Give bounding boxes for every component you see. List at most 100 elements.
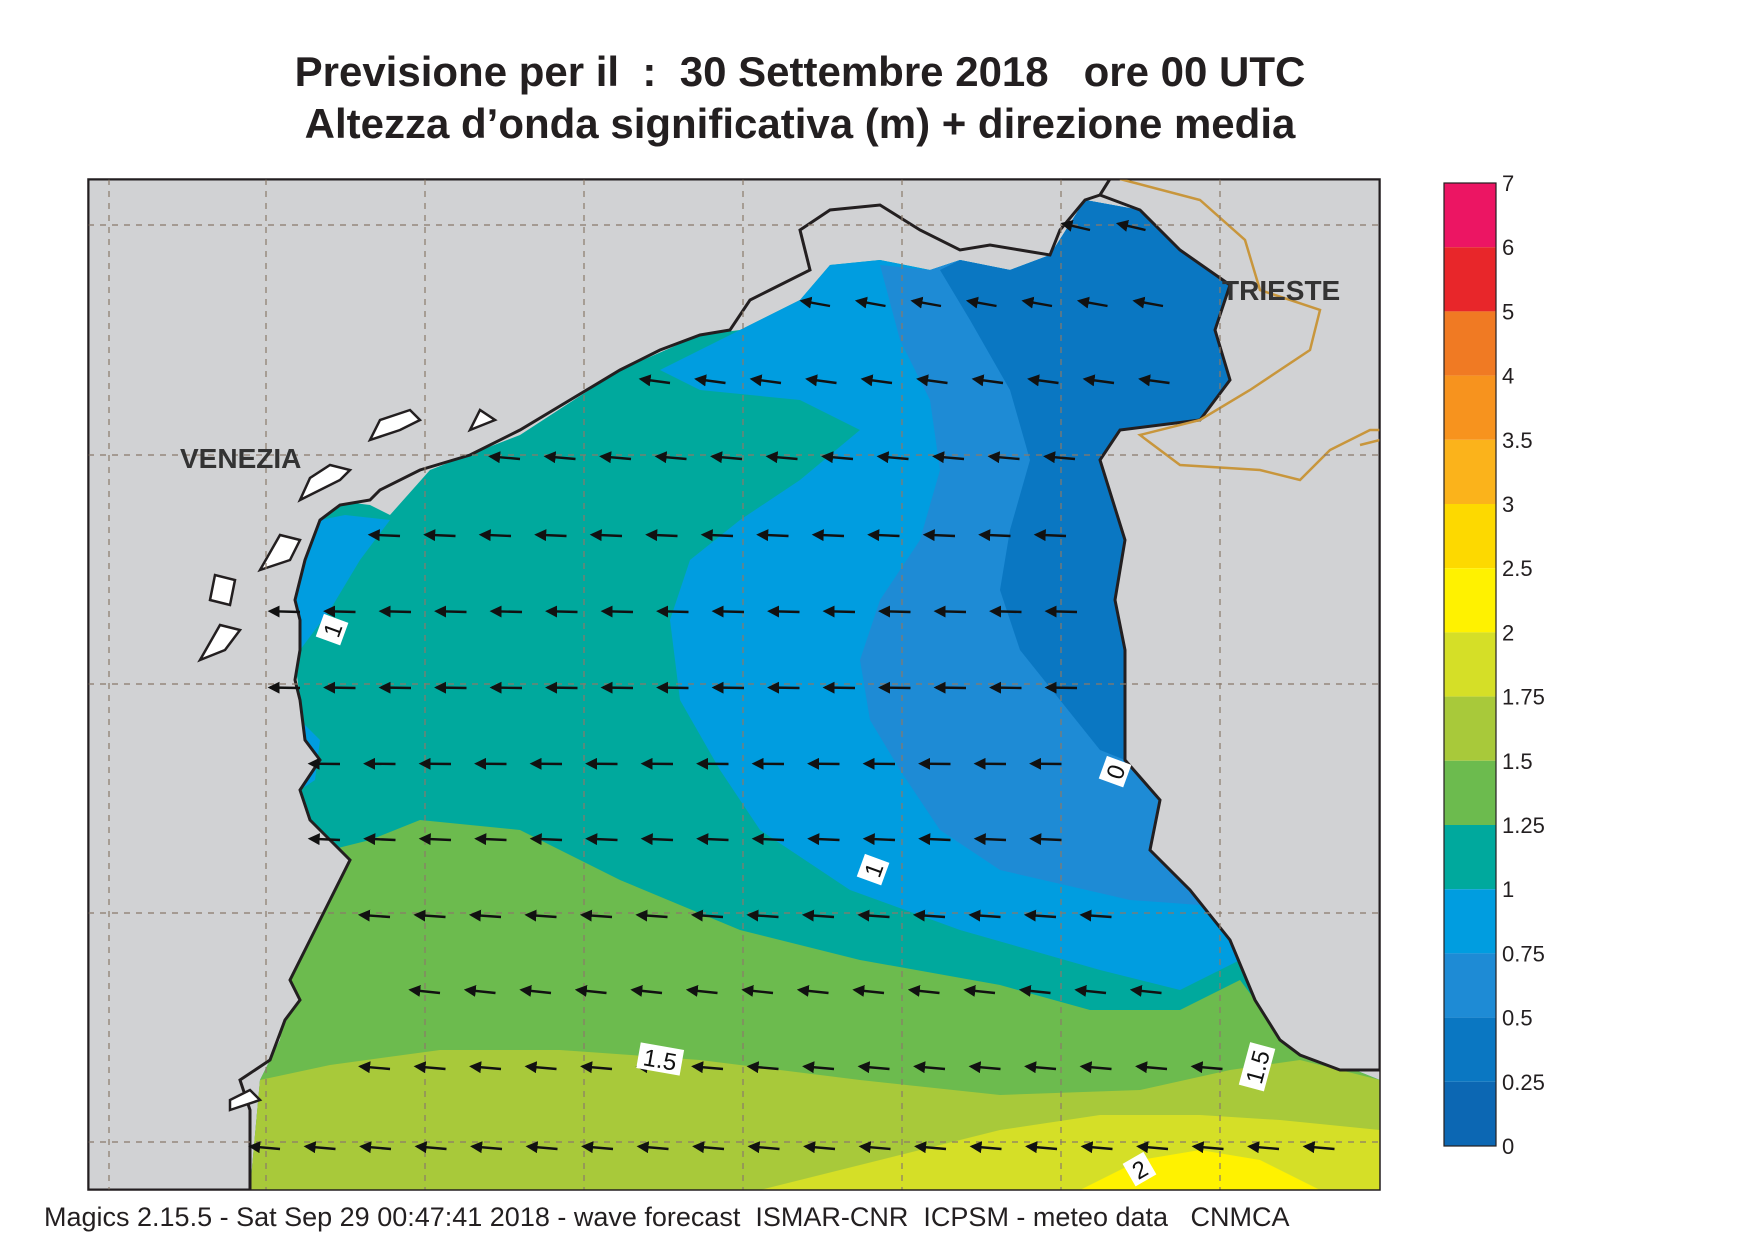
wave-direction-arrow — [545, 605, 578, 618]
wave-direction-arrow — [690, 909, 724, 922]
wave-direction-arrow — [654, 451, 687, 464]
wave-direction-arrow — [469, 1061, 502, 1074]
wave-direction-arrow — [267, 605, 301, 618]
wave-direction-arrow — [987, 451, 1020, 464]
wave-direction-arrow — [749, 374, 782, 387]
wave-direction-arrow — [1021, 296, 1053, 309]
wave-direction-arrow — [989, 681, 1022, 694]
wave-direction-arrow — [857, 909, 890, 922]
wave-direction-arrow — [413, 909, 446, 922]
wave-direction-arrows — [248, 220, 1335, 1154]
footer-credits: Magics 2.15.5 - Sat Sep 29 00:47:41 2018… — [44, 1202, 1290, 1232]
wave-direction-arrow — [1079, 909, 1112, 922]
colorbar-tick-label: 3 — [1502, 492, 1514, 517]
wave-direction-arrow — [1138, 374, 1170, 387]
wave-direction-arrow — [767, 605, 800, 618]
wave-direction-arrow — [965, 296, 997, 309]
wave-direction-arrow — [822, 605, 856, 618]
colorbar-tick-label: 5 — [1502, 299, 1514, 324]
city-label-trieste: TRIESTE — [1222, 275, 1340, 306]
grid-lines — [88, 179, 1380, 1190]
contour-label: 1 — [856, 853, 889, 886]
wave-direction-arrow — [971, 374, 1004, 387]
wave-direction-arrow — [580, 1061, 613, 1074]
wave-direction-arrow — [488, 451, 521, 464]
sea-band-0.25-0.5 — [940, 200, 1230, 760]
wave-direction-arrow — [363, 833, 396, 846]
map-frame — [87, 178, 1381, 1191]
wave-direction-arrow — [248, 1141, 281, 1154]
wave-direction-arrow — [918, 833, 951, 846]
wave-direction-arrow — [323, 605, 356, 618]
wave-direction-arrow — [933, 681, 967, 694]
wave-direction-arrow — [1044, 681, 1078, 694]
wave-direction-arrow — [636, 1141, 669, 1154]
wave-direction-arrow — [303, 1141, 336, 1154]
colorbar-swatch — [1444, 311, 1496, 376]
wave-direction-arrow — [878, 605, 911, 618]
wave-direction-arrow — [1190, 1061, 1223, 1074]
colorbar-legend: 7 6 5 4 3.5 3 2.5 2 1.75 1.5 1.25 1 0.75 0.5 0.25 0 — [1443, 171, 1545, 1159]
wave-direction-arrow — [969, 1141, 1002, 1154]
wave-direction-arrow — [805, 374, 837, 387]
wave-direction-arrow — [822, 681, 856, 694]
wave-direction-arrow — [858, 1141, 891, 1154]
colorbar-tick-label: 6 — [1502, 235, 1514, 260]
wave-direction-arrow — [1079, 1061, 1112, 1074]
colorbar-swatch — [1444, 183, 1496, 248]
wave-direction-arrow — [933, 605, 967, 618]
map-title-line1: Previsione per il : 30 Settembre 2018 or… — [294, 48, 1306, 95]
wave-direction-arrow — [922, 529, 956, 542]
wave-direction-arrow — [1025, 1141, 1058, 1154]
wave-direction-arrow — [1135, 1061, 1168, 1074]
wave-direction-arrow — [581, 1141, 614, 1154]
wave-direction-arrow — [692, 1141, 725, 1154]
wave-direction-arrow — [267, 681, 301, 694]
wave-direction-arrow — [710, 451, 743, 464]
colorbar-swatch — [1444, 889, 1496, 954]
wave-direction-arrow — [878, 681, 911, 694]
colorbar-swatch — [1444, 760, 1496, 825]
wave-direction-arrow — [1043, 451, 1076, 464]
wave-direction-arrow — [685, 984, 718, 997]
wave-direction-arrow — [747, 1141, 780, 1154]
wave-direction-arrow — [579, 909, 613, 922]
wave-direction-arrow — [968, 909, 1001, 922]
contour-label: 0 — [1098, 755, 1131, 788]
wave-direction-arrow — [1191, 1141, 1224, 1154]
wave-direction-arrow — [741, 984, 774, 997]
wave-direction-arrow — [307, 833, 341, 846]
colorbar-tick-label: 1.5 — [1502, 749, 1533, 774]
wave-direction-arrow — [852, 984, 885, 997]
wave-direction-arrow — [423, 529, 456, 542]
wave-direction-arrow — [656, 605, 689, 618]
wave-direction-arrow — [367, 529, 401, 542]
wave-direction-arrow — [378, 681, 412, 694]
wave-direction-arrow — [700, 529, 734, 542]
wave-direction-arrow — [543, 451, 576, 464]
wave-direction-arrow — [1024, 1061, 1057, 1074]
wave-direction-arrow — [1027, 374, 1059, 387]
colorbar-swatch — [1444, 953, 1496, 1018]
wave-direction-arrow — [414, 1141, 447, 1154]
wave-direction-arrow — [468, 909, 502, 922]
lagoon-islands — [197, 408, 498, 1112]
colorbar-tick-label: 2.5 — [1502, 556, 1533, 581]
wave-direction-arrow — [857, 1061, 890, 1074]
wave-direction-arrow — [907, 984, 940, 997]
wave-direction-arrow — [434, 605, 467, 618]
wave-direction-arrow — [696, 833, 729, 846]
wave-direction-arrow — [932, 451, 965, 464]
svg-text:1.5: 1.5 — [641, 1044, 679, 1076]
wave-direction-arrow — [746, 909, 779, 922]
wave-direction-arrow — [534, 529, 567, 542]
wave-direction-arrow — [589, 529, 623, 542]
wave-direction-arrow — [545, 681, 578, 694]
wave-direction-arrow — [645, 529, 678, 542]
sea-band-venezia-strip — [295, 515, 390, 650]
wave-direction-arrow — [807, 833, 840, 846]
wave-direction-arrow — [418, 833, 452, 846]
colorbar-tick-label: 0.5 — [1502, 1006, 1533, 1031]
wave-direction-arrow — [1136, 1141, 1169, 1154]
wave-direction-arrow — [1029, 833, 1062, 846]
